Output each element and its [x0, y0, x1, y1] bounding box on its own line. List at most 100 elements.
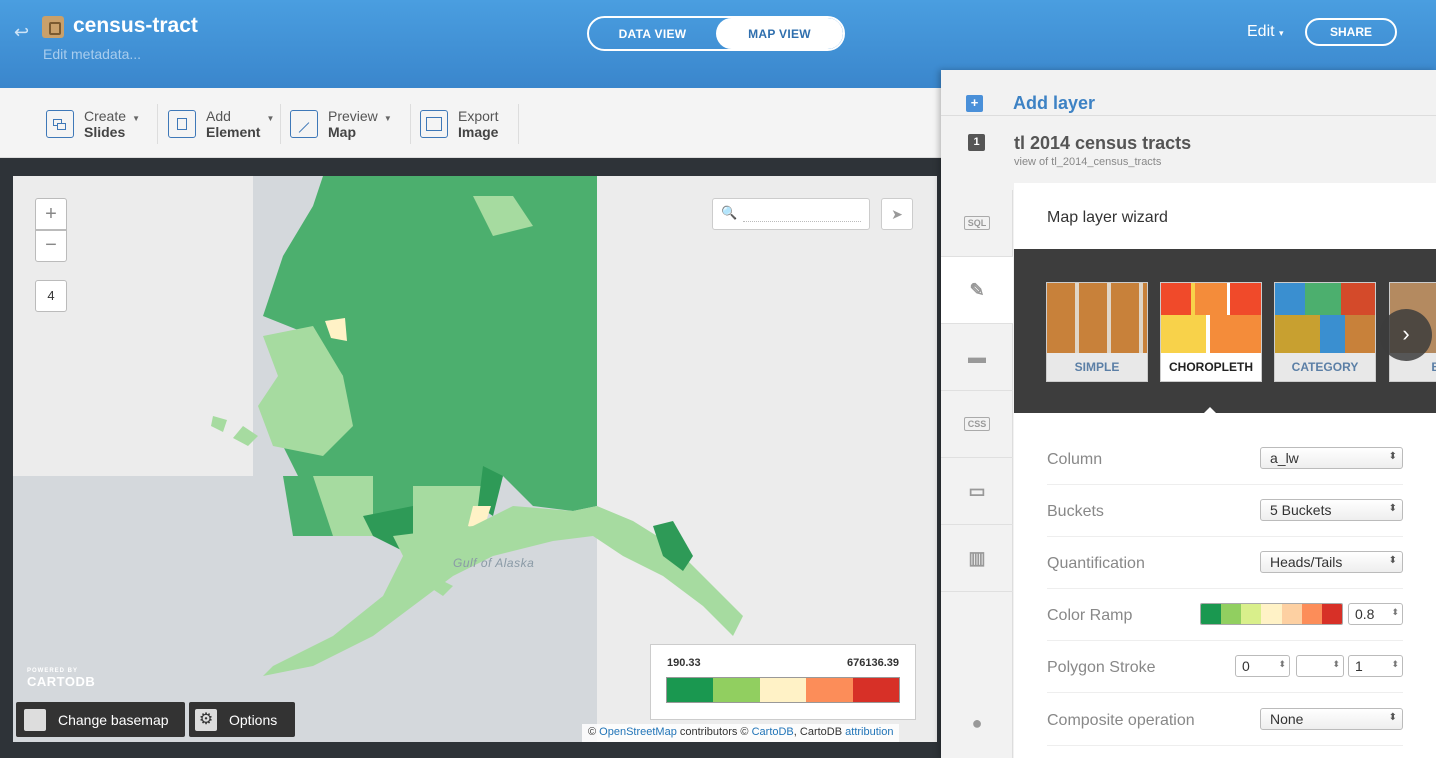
create-slides-line1: Create [84, 108, 127, 124]
viz-category[interactable]: CATEGORY [1274, 282, 1376, 382]
cartodb-link[interactable]: CartoDB [751, 726, 794, 738]
export-image-line1: Export [458, 108, 499, 124]
options-button[interactable]: ⚙ Options [189, 702, 295, 737]
lock-icon[interactable] [42, 16, 64, 38]
legend-swatch [667, 678, 714, 702]
locate-button[interactable]: ➤ [881, 198, 913, 230]
share-button[interactable]: SHARE [1305, 18, 1397, 46]
tab-tips[interactable]: ● [941, 690, 1013, 757]
chevron-right-icon[interactable]: › [1380, 309, 1432, 361]
create-slides-button[interactable]: Create Slides ▼ [46, 107, 140, 141]
zoom-out-button[interactable]: − [35, 230, 67, 262]
preview-map-button[interactable]: Preview Map ▼ [290, 107, 392, 141]
slides-icon [46, 110, 74, 138]
layer-panel: + Add layer 1 tl 2014 census tracts view… [941, 70, 1436, 758]
stroke-width-stepper[interactable]: 0 [1235, 655, 1290, 677]
choropleth-legend: 190.33 676136.39 [650, 644, 916, 720]
logo-text: CARTODB [27, 674, 96, 689]
row-polygon-stroke: Polygon Stroke 0 1 [1047, 641, 1403, 693]
back-arrow-icon[interactable]: ↩ [14, 22, 30, 42]
map-canvas[interactable]: Gulf of Alaska + − 4 🔍 ➤ 190.33 676136.3… [13, 176, 937, 742]
column-select[interactable]: a_lw [1260, 447, 1403, 469]
export-image-line2: Image [458, 124, 499, 140]
layer-number-badge: 1 [968, 134, 985, 151]
tab-legends[interactable]: ▭ [941, 458, 1013, 525]
attribution-link[interactable]: attribution [845, 726, 894, 738]
tab-wizard[interactable]: ✎ [941, 257, 1013, 324]
stroke-opacity-stepper[interactable]: 1 [1348, 655, 1403, 677]
layer-side-tabs: SQL ✎ ▬ CSS ▭ ▥ ● [941, 190, 1013, 758]
composite-label: Composite operation [1047, 712, 1195, 729]
attribution-prefix: © [588, 726, 597, 738]
add-layer-row[interactable]: + Add layer [941, 70, 1436, 116]
tab-data-view[interactable]: DATA VIEW [618, 26, 687, 41]
quantification-label: Quantification [1047, 555, 1145, 572]
tract-light [473, 196, 533, 236]
tract-light [263, 506, 743, 676]
legend-swatch [806, 678, 853, 702]
alaska-interior-region [263, 176, 597, 526]
visualization-type-strip: SIMPLE CHOROPLETH CATEGORY BU › [1014, 249, 1436, 413]
zoom-level-indicator: 4 [35, 280, 67, 312]
tab-filters[interactable]: ▥ [941, 525, 1013, 592]
zoom-in-button[interactable]: + [35, 198, 67, 230]
tract-light [413, 486, 483, 536]
element-icon [168, 110, 196, 138]
color-ramp-label: Color Ramp [1047, 607, 1133, 624]
ramp-opacity-stepper[interactable]: 0.8 [1348, 603, 1403, 625]
ramp-swatch [1261, 604, 1282, 624]
tab-map-view[interactable]: MAP VIEW [716, 18, 843, 49]
gear-icon: ⚙ [195, 708, 217, 731]
row-color-ramp: Color Ramp 0.8 [1047, 589, 1403, 641]
viz-preview-overlay [1275, 315, 1375, 353]
lightbulb-icon: ● [971, 713, 983, 733]
tab-sql[interactable]: SQL [941, 190, 1013, 257]
ramp-swatch [1221, 604, 1242, 624]
sql-icon: SQL [963, 216, 991, 230]
change-basemap-button[interactable]: Change basemap [16, 702, 185, 737]
basemap-label: Change basemap [58, 711, 169, 728]
tract-yellow [468, 506, 491, 531]
tract-light [233, 426, 258, 446]
logo-powered-by: POWERED BY [27, 668, 79, 674]
quantification-select[interactable]: Heads/Tails [1260, 551, 1403, 573]
tab-css[interactable]: CSS [941, 391, 1013, 458]
viz-label: CATEGORY [1275, 353, 1375, 381]
layer-name[interactable]: tl 2014 census tracts [1014, 133, 1192, 153]
chevron-down-icon[interactable]: ▼ [383, 114, 392, 123]
buckets-label: Buckets [1047, 503, 1104, 520]
add-element-line1: Add [206, 108, 231, 124]
viz-choropleth[interactable]: CHOROPLETH [1160, 282, 1262, 382]
map-search-input[interactable]: 🔍 [712, 198, 870, 230]
chevron-down-icon[interactable]: ▼ [132, 114, 141, 123]
viz-simple[interactable]: SIMPLE [1046, 282, 1148, 382]
add-element-button[interactable]: Add Element ▼ [168, 107, 274, 141]
add-layer-label[interactable]: Add layer [1013, 93, 1096, 113]
edit-metadata-link[interactable]: Edit metadata... [43, 46, 142, 62]
buckets-select[interactable]: 5 Buckets [1260, 499, 1403, 521]
tract-light [431, 576, 453, 596]
ramp-swatch [1301, 604, 1322, 624]
edit-menu[interactable]: Edit ▾ [1247, 23, 1284, 41]
create-slides-line2: Slides [84, 124, 126, 140]
composite-select[interactable]: None [1260, 708, 1403, 730]
tract-light [258, 326, 353, 456]
chevron-down-icon[interactable]: ▼ [266, 114, 275, 123]
polygon-stroke-label: Polygon Stroke [1047, 659, 1156, 676]
viz-preview [1047, 283, 1147, 353]
page-title: census-tract [73, 14, 198, 37]
osm-link[interactable]: OpenStreetMap [599, 726, 677, 738]
edit-menu-label: Edit [1247, 23, 1275, 40]
color-ramp-picker[interactable] [1200, 603, 1343, 625]
row-quantification: Quantification Heads/Tails [1047, 537, 1403, 589]
divider [157, 104, 158, 144]
alaska-choropleth[interactable] [13, 176, 937, 742]
stroke-color-picker[interactable] [1296, 655, 1344, 677]
tab-infowindow[interactable]: ▬ [941, 324, 1013, 391]
basemap-icon [24, 708, 46, 731]
legend-icon: ▭ [968, 480, 986, 501]
tract-light [211, 416, 227, 432]
ramp-swatch [1201, 604, 1222, 624]
export-image-button[interactable]: Export Image [420, 107, 498, 141]
tract-dark [478, 466, 503, 516]
